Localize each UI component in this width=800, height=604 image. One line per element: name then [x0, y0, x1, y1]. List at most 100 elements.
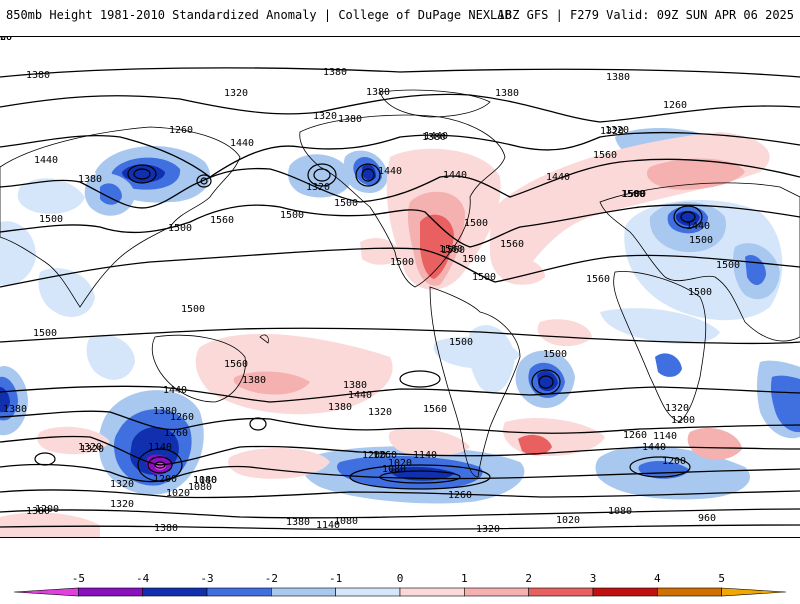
- contour-label: 1560: [593, 150, 617, 161]
- map-canvas: 1380138013801320132012601320126013801440…: [0, 37, 800, 537]
- contour-label: 1320: [224, 88, 248, 99]
- contour-label: 1500: [464, 218, 488, 229]
- contour-label: 1140: [653, 431, 677, 442]
- contour-label: 1500: [688, 287, 712, 298]
- contour-label: 1320: [110, 479, 134, 490]
- colorbar-swatches: [13, 587, 787, 597]
- colorbar-tick-label: 3: [590, 572, 597, 585]
- colorbar-swatch: [78, 587, 143, 597]
- contour-label: 1500: [390, 257, 414, 268]
- contour-label: 1260: [663, 100, 687, 111]
- colorbar-tick-label: -2: [265, 572, 278, 585]
- contour-label: 1500: [168, 223, 192, 234]
- anomaly-map: 1380138013801320132012601320126013801440…: [0, 36, 800, 538]
- contour-label: 1080: [193, 475, 217, 486]
- colorbar: -5 -4 -3 -2 -1 0 1 2 3 4 5: [0, 560, 800, 600]
- negative-anomaly-shading: [0, 127, 800, 504]
- contour-label: 1440: [443, 170, 467, 181]
- contour-label: 1320: [476, 524, 500, 535]
- colorbar-tick-label: 5: [718, 572, 725, 585]
- contour-label: 1320: [313, 111, 337, 122]
- contour-label: 1380: [286, 517, 310, 528]
- colorbar-swatch: [721, 587, 787, 597]
- contour-label: 1320: [78, 442, 102, 453]
- contour-label: 1020: [388, 458, 412, 469]
- colorbar-swatch: [13, 587, 79, 597]
- colorbar-swatch: [592, 587, 658, 597]
- colorbar-swatch: [206, 587, 272, 597]
- contour-label: 1500: [33, 328, 57, 339]
- colorbar-swatch: [142, 587, 208, 597]
- contour-label: 1380: [154, 523, 178, 534]
- colorbar-tick-label: -1: [329, 572, 342, 585]
- contour-label: 1500: [472, 272, 496, 283]
- contour-label: 1320: [600, 126, 624, 137]
- contour-label: 1320: [665, 403, 689, 414]
- contour-label: 1260: [448, 490, 472, 501]
- contour-label: 1380: [153, 406, 177, 417]
- contour-label: 1500: [39, 214, 63, 225]
- contour-label: 1320: [605, 125, 629, 136]
- colorbar-tick-label: 1: [461, 572, 468, 585]
- contour-label: 1140: [413, 450, 437, 461]
- contour-label: 1380: [78, 174, 102, 185]
- map-title: 850mb Height 1981-2010 Standardized Anom…: [6, 8, 512, 22]
- colorbar-swatch: [335, 587, 401, 597]
- colorbar-ticks: -5 -4 -3 -2 -1 0 1 2 3 4 5: [72, 572, 725, 585]
- contour-label: 960: [698, 513, 716, 524]
- contour-label: 1200: [35, 504, 59, 515]
- contour-label: 1440: [686, 221, 710, 232]
- contour-label: 1560: [441, 245, 465, 256]
- contour-label: 1500: [449, 337, 473, 348]
- contour-label: 1440: [378, 166, 402, 177]
- contour-label: 1440: [230, 138, 254, 149]
- contour-label: 1560: [423, 404, 447, 415]
- contour-label: 1140: [148, 442, 172, 453]
- contour-labels: 1380138013801320132012601320126013801440…: [0, 37, 740, 535]
- colorbar-swatch: [271, 587, 336, 597]
- contour-label: 1260: [164, 428, 188, 439]
- contour-label: 1440: [348, 390, 372, 401]
- contour-label: 1080: [608, 506, 632, 517]
- height-contours: [0, 67, 800, 531]
- positive-anomaly-shading: [0, 132, 770, 537]
- colorbar-svg: -5 -4 -3 -2 -1 0 1 2 3 4 5: [13, 572, 787, 597]
- contour-label: 1500: [439, 244, 463, 255]
- colorbar-tick-label: 0: [397, 572, 404, 585]
- contour-label: 1320: [110, 499, 134, 510]
- contour-label: 1320: [368, 407, 392, 418]
- low-centers: [34, 163, 703, 490]
- colorbar-swatch: [399, 587, 465, 597]
- contour-label: 1380: [323, 67, 347, 78]
- contour-label: 1200: [0, 37, 12, 43]
- contour-label: 1500: [280, 210, 304, 221]
- contour-label: 1380: [606, 72, 630, 83]
- contour-label: 1320: [80, 444, 104, 455]
- colorbar-tick-label: -3: [200, 572, 213, 585]
- contour-label: 1380: [495, 88, 519, 99]
- contour-label: 1140: [193, 475, 217, 486]
- contour-label: 1200: [662, 456, 686, 467]
- contour-label: 1560: [500, 239, 524, 250]
- contour-label: 1320: [0, 37, 12, 43]
- contour-label: 1380: [338, 114, 362, 125]
- contour-label: 1200: [362, 450, 386, 461]
- contour-label: 1200: [153, 474, 177, 485]
- contour-label: 1440: [163, 385, 187, 396]
- contour-label: 1380: [26, 70, 50, 81]
- colorbar-swatch: [528, 587, 594, 597]
- contour-label: 1020: [166, 488, 190, 499]
- model-run-info: 18Z GFS | F279 Valid: 09Z SUN APR 06 202…: [497, 8, 794, 22]
- contour-label: 1260: [623, 430, 647, 441]
- contour-label: 1500: [716, 260, 740, 271]
- contour-label: 1440: [546, 172, 570, 183]
- contour-label: 1080: [382, 464, 406, 475]
- contour-label: 1560: [210, 215, 234, 226]
- contour-label: 1560: [224, 359, 248, 370]
- contour-label: 1320: [306, 182, 330, 193]
- contour-label: 1380: [343, 380, 367, 391]
- contour-label: 1500: [462, 254, 486, 265]
- contour-label: 1200: [671, 415, 695, 426]
- contour-label: 1260: [170, 412, 194, 423]
- colorbar-swatch: [657, 587, 722, 597]
